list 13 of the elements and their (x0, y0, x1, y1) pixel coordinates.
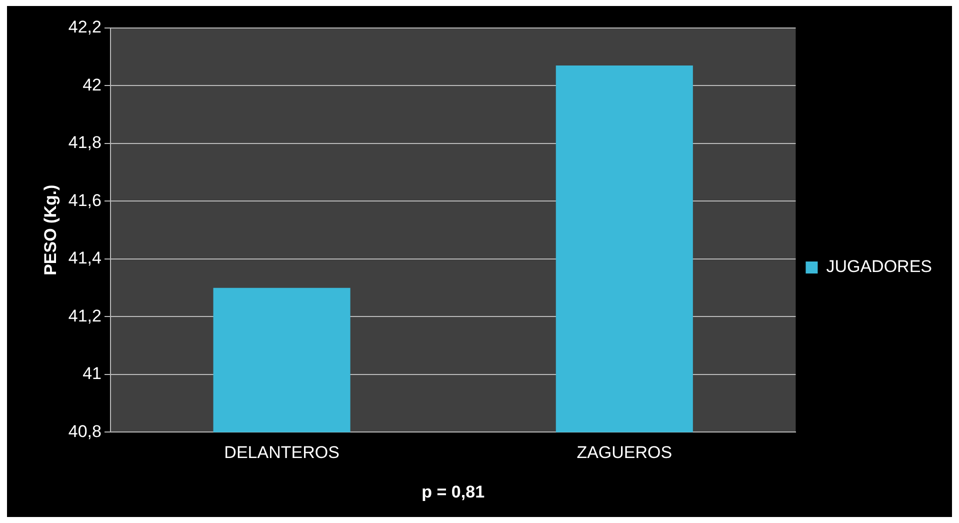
x-tick-label: ZAGUEROS (576, 443, 672, 462)
x-axis-title: p = 0,81 (422, 482, 485, 502)
y-tick-label: 42,2 (68, 18, 102, 37)
y-tick-label: 40,8 (68, 422, 102, 441)
y-tick-label: 41,2 (68, 306, 102, 326)
legend-label: JUGADORES (826, 257, 932, 276)
x-tick-label: DELANTEROS (224, 443, 340, 462)
y-tick-label: 42 (82, 75, 102, 94)
y-tick-label: 41,6 (68, 190, 102, 210)
y-tick-label: 41,8 (68, 133, 102, 152)
y-axis-title: PESO (Kg.) (40, 184, 60, 276)
y-tick-label: 41,4 (68, 248, 102, 268)
y-tick-label: 41 (82, 364, 102, 384)
